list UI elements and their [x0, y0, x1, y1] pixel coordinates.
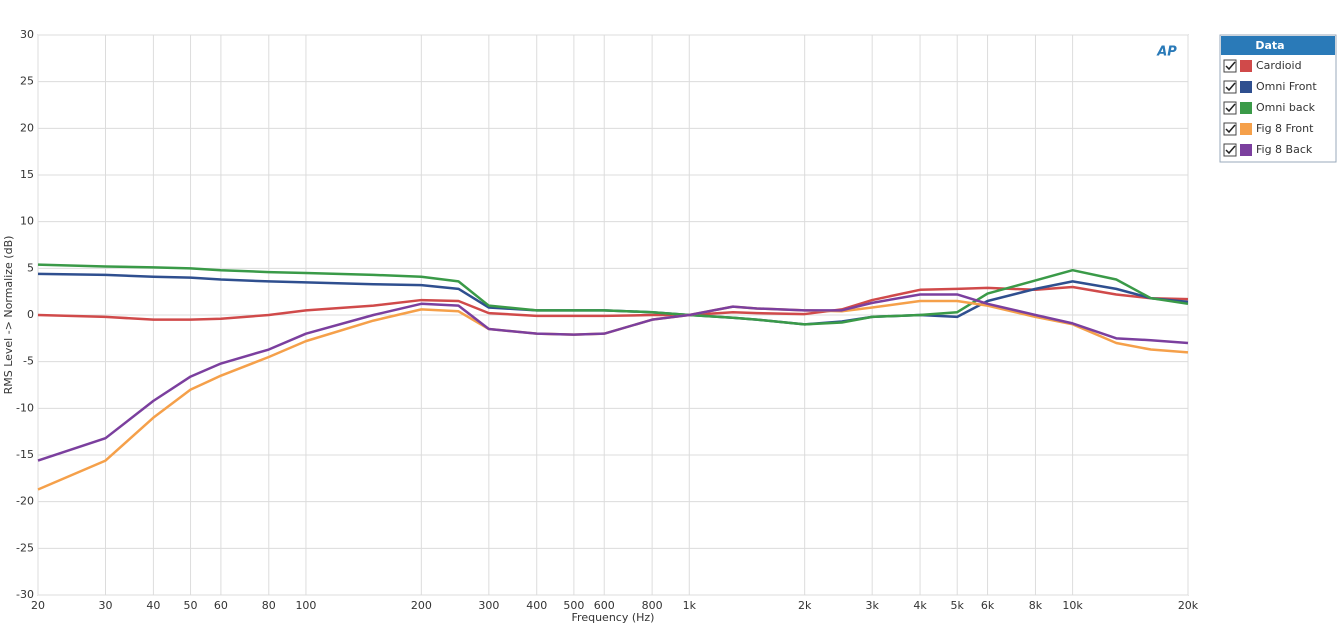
y-tick-label: 20 [20, 121, 34, 134]
x-tick-label: 1k [683, 599, 697, 612]
checkmark [1225, 145, 1236, 155]
legend-swatch [1240, 102, 1252, 114]
legend-swatch [1240, 81, 1252, 93]
y-tick-label: -30 [16, 588, 34, 601]
x-tick-label: 500 [563, 599, 584, 612]
x-tick-label: 30 [99, 599, 113, 612]
legend-label: Cardioid [1256, 59, 1302, 72]
legend-label: Omni back [1256, 101, 1316, 114]
y-tick-label: 5 [27, 261, 34, 274]
series-line [37, 293, 1189, 462]
x-tick-label: 10k [1062, 599, 1083, 612]
x-tick-label: 80 [262, 599, 276, 612]
y-tick-label: -10 [16, 401, 34, 414]
x-tick-label: 4k [913, 599, 927, 612]
checkmark [1225, 82, 1236, 92]
legend-box [1219, 34, 1337, 163]
x-tick-label: 400 [526, 599, 547, 612]
series-line [37, 263, 1189, 326]
y-tick-label: 10 [20, 215, 34, 228]
y-tick-label: 30 [20, 28, 34, 41]
legend-label: Omni Front [1256, 80, 1317, 93]
x-tick-label: 100 [295, 599, 316, 612]
lines [37, 263, 1189, 491]
x-tick-label: 20 [31, 599, 45, 612]
x-tick-label: 600 [594, 599, 615, 612]
legend-swatch [1240, 123, 1252, 135]
x-tick-label: 2k [798, 599, 812, 612]
x-tick-label: 8k [1029, 599, 1043, 612]
legend-swatch [1240, 144, 1252, 156]
x-tick-label: 6k [981, 599, 995, 612]
x-tick-label: 200 [411, 599, 432, 612]
checkmark [1225, 103, 1236, 113]
y-tick-label: -15 [16, 448, 34, 461]
legend-checkbox[interactable] [1223, 101, 1237, 115]
legend-checkbox[interactable] [1223, 80, 1237, 94]
x-tick-label: 800 [642, 599, 663, 612]
legend-checkbox[interactable] [1223, 59, 1237, 73]
legend: Data Cardioid Omni Front Omni back Fig 8 Fr… [1219, 34, 1337, 163]
x-tick-label: 3k [865, 599, 879, 612]
checkmark [1225, 61, 1236, 71]
x-tick-label: 20k [1178, 599, 1199, 612]
legend-checkbox[interactable] [1223, 122, 1237, 136]
y-tick-label: 0 [27, 308, 34, 321]
x-tick-label: 300 [478, 599, 499, 612]
y-tick-label: -20 [16, 495, 34, 508]
legend-label: Fig 8 Front [1256, 122, 1314, 135]
x-tick-label: 50 [184, 599, 198, 612]
legend-title: Data [1255, 39, 1284, 52]
x-tick-label: 40 [146, 599, 160, 612]
x-tick-label: 60 [214, 599, 228, 612]
y-tick-label: -5 [23, 355, 34, 368]
y-tick-label: -25 [16, 541, 34, 554]
y-axis-label: RMS Level -> Normalize (dB) [2, 236, 15, 395]
y-tick-label: 25 [20, 75, 34, 88]
logo: AP [1156, 45, 1177, 60]
y-tick-label: 15 [20, 168, 34, 181]
x-axis-label: Frequency (Hz) [572, 611, 655, 624]
x-tick-label: 5k [951, 599, 965, 612]
checkmark [1225, 124, 1236, 134]
legend-header [1221, 36, 1335, 55]
legend-checkbox[interactable] [1223, 143, 1237, 157]
legend-label: Fig 8 Back [1256, 143, 1313, 156]
legend-swatch [1240, 60, 1252, 72]
